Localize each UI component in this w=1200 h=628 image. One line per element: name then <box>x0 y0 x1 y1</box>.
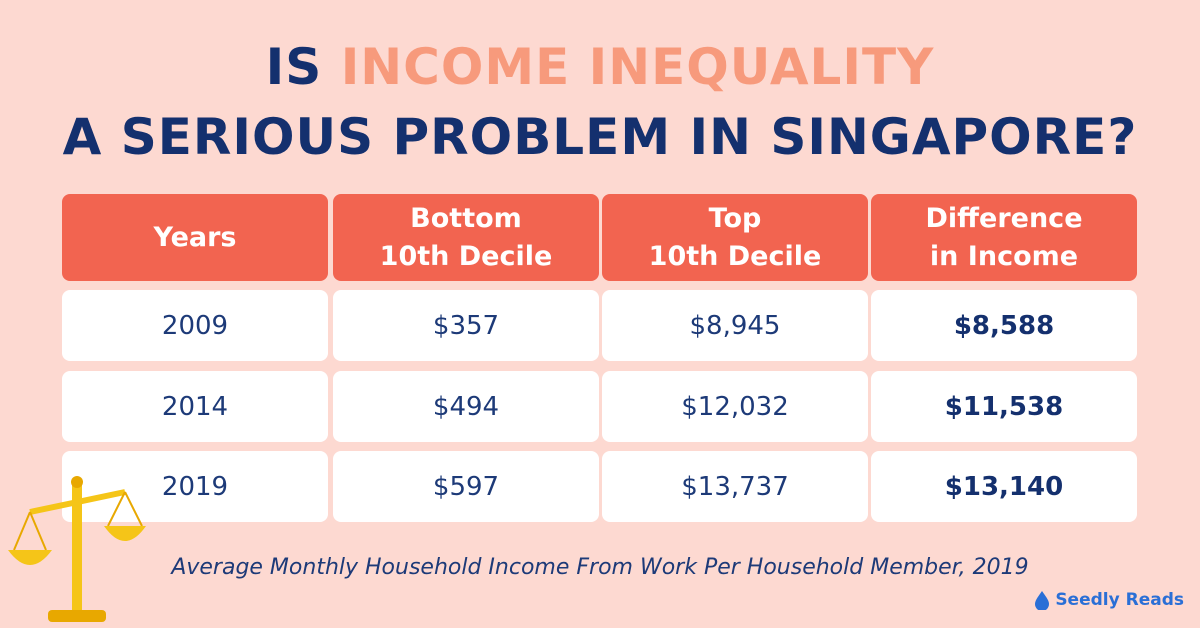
header-cell: Years <box>62 194 328 281</box>
table-cell: 2019 <box>62 451 328 522</box>
caption: Average Monthly Household Income From Wo… <box>171 555 1029 580</box>
table-cell: $8,588 <box>871 290 1137 361</box>
brand-logo <box>1035 591 1050 610</box>
table-cell: $494 <box>333 371 599 442</box>
header-cell: Difference in Income <box>871 194 1137 281</box>
table-cell: $11,538 <box>871 371 1137 442</box>
cell-text: $8,588 <box>953 310 1055 341</box>
header-text: Years <box>153 221 237 253</box>
cell-text: 2019 <box>161 471 229 502</box>
table-cell: 2014 <box>62 371 328 442</box>
header-text: Bottom <box>410 202 522 234</box>
header-cell: Bottom 10th Decile <box>333 194 599 281</box>
table-cell: $8,945 <box>602 290 868 361</box>
cell-text: 2014 <box>161 391 229 422</box>
cell-text: $357 <box>432 310 500 341</box>
brand-name: Seedly Reads <box>1055 590 1184 610</box>
cell-text: $11,538 <box>944 391 1064 422</box>
title-line-1: IS INCOME INEQUALITY <box>0 38 1200 96</box>
header-text: Top <box>708 202 762 234</box>
table-cell: $12,032 <box>602 371 868 442</box>
header-text: 10th Decile <box>648 240 822 272</box>
table-cell: $13,737 <box>602 451 868 522</box>
cell-text: $597 <box>432 471 500 502</box>
table-cell: $597 <box>333 451 599 522</box>
table-cell: $357 <box>333 290 599 361</box>
title-highlight: INCOME INEQUALITY <box>340 38 935 96</box>
cell-text: $8,945 <box>689 310 781 341</box>
table-cell: 2009 <box>62 290 328 361</box>
scale-icon <box>8 476 146 622</box>
header-text: in Income <box>929 240 1079 272</box>
title-line-2: A SERIOUS PROBLEM IN SINGAPORE? <box>62 108 1138 166</box>
cell-text: $12,032 <box>681 391 789 422</box>
cell-text: $13,140 <box>944 471 1064 502</box>
cell-text: $13,737 <box>681 471 789 502</box>
brand: Seedly Reads <box>1033 590 1184 610</box>
cell-text: $494 <box>432 391 500 422</box>
table-cell: $13,140 <box>871 451 1137 522</box>
cell-text: 2009 <box>161 310 229 341</box>
header-cell: Top 10th Decile <box>602 194 868 281</box>
header-text: 10th Decile <box>379 240 553 272</box>
header-text: Difference <box>925 202 1083 234</box>
title-prefix: IS <box>265 38 323 96</box>
